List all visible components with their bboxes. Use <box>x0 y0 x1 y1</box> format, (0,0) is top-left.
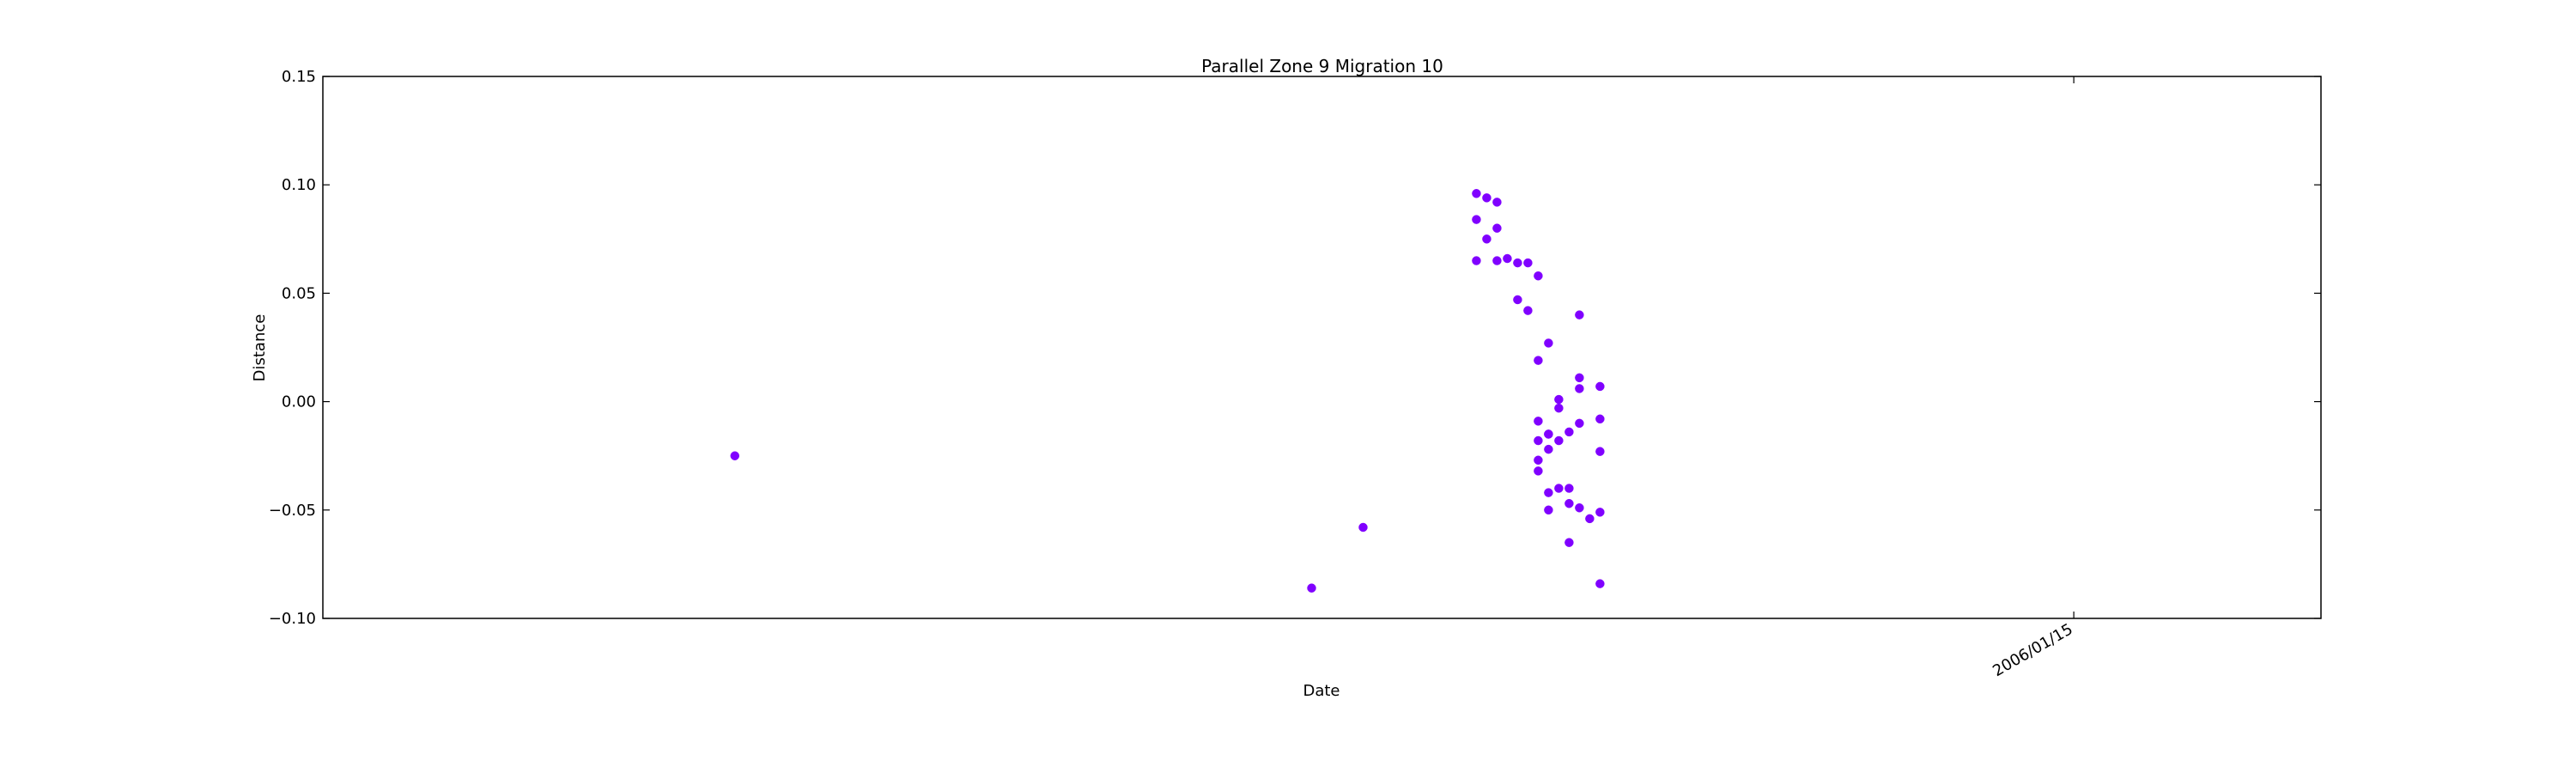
data-point <box>1358 522 1368 533</box>
data-point <box>1564 484 1574 493</box>
data-point <box>1482 193 1492 203</box>
y-tick-label: −0.05 <box>269 502 316 520</box>
y-tick-label: 0.05 <box>282 284 316 302</box>
data-point <box>1544 488 1553 497</box>
data-point <box>1564 538 1574 547</box>
y-tick-label: 0.15 <box>282 68 316 86</box>
data-point <box>1544 429 1553 439</box>
chart-title: Parallel Zone 9 Migration 10 <box>1201 56 1443 76</box>
data-point <box>1544 444 1553 454</box>
data-point <box>1523 306 1533 315</box>
data-point <box>1575 503 1584 513</box>
y-tick-label: 0.10 <box>282 176 316 194</box>
data-point <box>1482 234 1492 244</box>
data-point <box>1513 295 1522 305</box>
y-tick-label: 0.00 <box>282 393 316 411</box>
data-point <box>1472 215 1481 224</box>
y-axis-label: Distance <box>251 314 269 382</box>
data-point <box>1534 455 1543 465</box>
data-point <box>1575 384 1584 393</box>
data-point <box>1534 466 1543 476</box>
data-point <box>730 451 740 460</box>
data-point <box>1513 258 1522 268</box>
data-point <box>1595 381 1605 392</box>
data-point <box>1595 579 1605 588</box>
data-point <box>1575 418 1584 429</box>
data-point <box>1307 583 1316 593</box>
data-points <box>730 189 1605 593</box>
data-point <box>1564 498 1574 508</box>
data-point <box>1564 427 1574 437</box>
plot-area-frame <box>322 76 2322 619</box>
data-point <box>1575 310 1584 320</box>
data-point <box>1492 223 1502 233</box>
data-point <box>1554 394 1564 405</box>
data-point <box>1585 514 1595 524</box>
data-point <box>1554 403 1564 413</box>
y-axis: 0.15 0.10 0.05 0.00 −0.05 −0.10 <box>269 68 2321 628</box>
data-point <box>1523 258 1533 268</box>
data-point <box>1492 256 1502 265</box>
x-tick-label: 2006/01/15 <box>1990 620 2075 680</box>
data-point <box>1534 435 1543 446</box>
data-point <box>1544 505 1553 515</box>
x-axis-label: Date <box>1303 682 1340 700</box>
data-point <box>1544 338 1553 348</box>
data-point <box>1534 417 1543 426</box>
data-point <box>1554 484 1564 493</box>
data-point <box>1472 256 1481 265</box>
x-axis: 2006/01/15 <box>1990 76 2076 680</box>
data-point <box>1503 253 1512 264</box>
data-point <box>1595 414 1605 424</box>
data-point <box>1575 373 1584 383</box>
data-point <box>1595 447 1605 456</box>
data-point <box>1492 198 1502 207</box>
data-point <box>1554 435 1564 446</box>
data-point <box>1595 508 1605 517</box>
y-tick-label: −0.10 <box>269 610 316 628</box>
data-point <box>1472 189 1481 198</box>
data-point <box>1534 356 1543 365</box>
data-point <box>1534 271 1543 281</box>
